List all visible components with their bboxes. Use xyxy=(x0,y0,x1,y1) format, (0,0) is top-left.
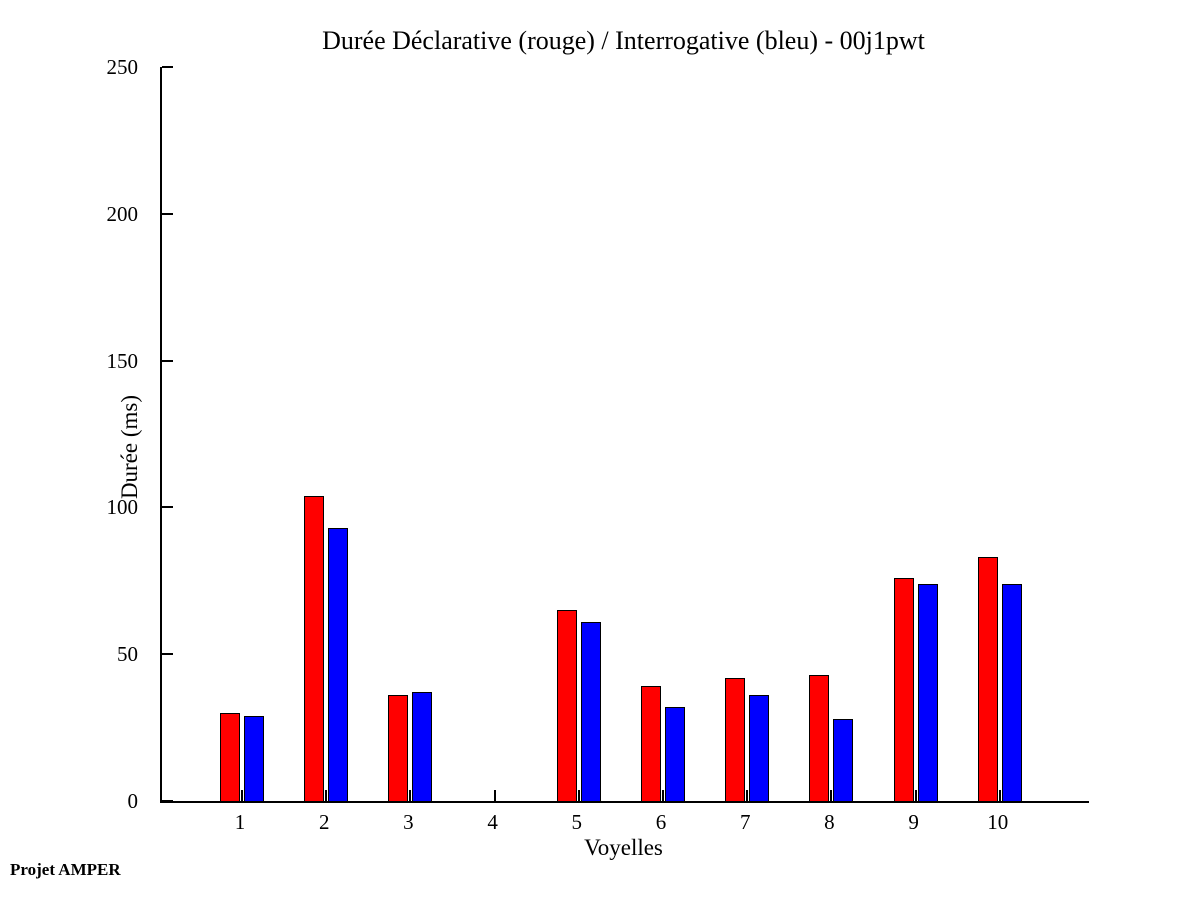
y-tick-mark-100 xyxy=(162,506,173,509)
x-tick-label-3: 3 xyxy=(403,810,414,834)
bar-interrogative-5 xyxy=(580,622,601,801)
y-tick-mark-200 xyxy=(162,212,173,215)
y-tick-mark-250 xyxy=(162,66,173,68)
x-tick-mark-5 xyxy=(577,790,580,801)
bar-interrogative-1 xyxy=(244,716,264,801)
x-tick-label-1: 1 xyxy=(234,810,246,834)
bar-interrogative-8 xyxy=(833,719,854,801)
chart-title: Durée Déclarative (rouge) / Interrogativ… xyxy=(322,26,925,55)
x-tick-mark-2 xyxy=(325,790,328,801)
bar-declarative-9 xyxy=(893,578,914,801)
y-tick-mark-0 xyxy=(162,800,173,802)
bar-declarative-2 xyxy=(304,496,325,801)
bar-interrogative-7 xyxy=(749,695,770,801)
x-tick-mark-10 xyxy=(998,790,1001,801)
x-tick-mark-1 xyxy=(241,790,243,801)
x-tick-mark-6 xyxy=(662,790,664,801)
x-tick-label-8: 8 xyxy=(824,810,835,834)
y-tick-label-50: 50 xyxy=(117,642,138,667)
y-tick-mark-50 xyxy=(162,653,173,656)
bar-declarative-10 xyxy=(977,557,998,801)
x-tick-label-4: 4 xyxy=(487,810,498,834)
bar-declarative-3 xyxy=(388,695,409,801)
x-tick-mark-8 xyxy=(830,790,833,801)
y-axis-label-text: Durée (ms) xyxy=(117,394,143,500)
x-axis-label: Voyelles xyxy=(584,835,663,860)
x-tick-label-7: 7 xyxy=(739,810,751,834)
y-tick-label-100: 100 xyxy=(106,495,139,520)
bar-declarative-6 xyxy=(641,686,661,801)
y-tick-label-150: 150 xyxy=(106,348,139,373)
y-tick-label-250: 250 xyxy=(106,55,139,79)
x-tick-label-9: 9 xyxy=(908,810,919,834)
x-tick-mark-4 xyxy=(493,790,496,801)
bar-declarative-1 xyxy=(220,713,240,801)
y-tick-label-200: 200 xyxy=(106,201,139,226)
x-tick-label-2: 2 xyxy=(318,810,330,834)
y-tick-label-0: 0 xyxy=(127,789,139,813)
x-tick-label-6: 6 xyxy=(655,810,667,834)
footer-text: Projet AMPER xyxy=(10,860,121,879)
x-tick-label-5: 5 xyxy=(571,810,583,834)
x-tick-label-10: 10 xyxy=(987,810,1009,834)
bar-interrogative-2 xyxy=(328,528,349,801)
plot-area xyxy=(160,66,1089,803)
x-tick-mark-7 xyxy=(746,790,749,801)
bar-interrogative-9 xyxy=(917,584,938,801)
bar-declarative-7 xyxy=(725,678,746,801)
x-tick-mark-3 xyxy=(409,790,412,801)
y-tick-mark-150 xyxy=(162,359,173,362)
bar-declarative-5 xyxy=(556,610,577,801)
bar-interrogative-3 xyxy=(412,692,433,801)
x-tick-mark-9 xyxy=(914,790,917,801)
bar-interrogative-6 xyxy=(665,707,685,801)
bar-declarative-8 xyxy=(809,675,830,801)
bar-interrogative-10 xyxy=(1001,584,1022,801)
